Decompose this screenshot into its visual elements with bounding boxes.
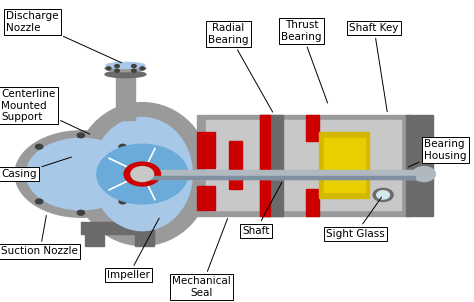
- Circle shape: [115, 65, 119, 68]
- Ellipse shape: [105, 65, 146, 72]
- Bar: [406, 114, 433, 216]
- Circle shape: [132, 65, 136, 68]
- Text: Impeller: Impeller: [107, 218, 159, 280]
- Circle shape: [36, 144, 43, 149]
- Circle shape: [137, 172, 144, 176]
- Text: Casing: Casing: [1, 157, 72, 179]
- Circle shape: [77, 210, 84, 215]
- Circle shape: [115, 69, 119, 72]
- Circle shape: [77, 133, 84, 138]
- Circle shape: [373, 188, 393, 201]
- Circle shape: [15, 131, 147, 217]
- Ellipse shape: [106, 63, 145, 68]
- Circle shape: [97, 144, 188, 204]
- Circle shape: [131, 167, 154, 182]
- Circle shape: [140, 67, 145, 70]
- Text: Centerline
Mounted
Support: Centerline Mounted Support: [1, 89, 90, 134]
- Bar: [306, 189, 319, 216]
- Bar: [324, 138, 365, 192]
- Text: Mechanical
Seal: Mechanical Seal: [172, 218, 231, 298]
- Bar: [319, 132, 369, 198]
- Circle shape: [413, 167, 436, 182]
- Text: Discharge
Nozzle: Discharge Nozzle: [6, 11, 121, 63]
- Bar: [197, 186, 215, 210]
- Bar: [133, 171, 415, 179]
- Text: Shaft Key: Shaft Key: [349, 23, 399, 112]
- Bar: [133, 176, 415, 179]
- Ellipse shape: [105, 71, 146, 78]
- Circle shape: [18, 172, 26, 176]
- Bar: [197, 114, 410, 216]
- Ellipse shape: [92, 117, 192, 231]
- Bar: [260, 114, 270, 216]
- Text: Sight Glass: Sight Glass: [327, 197, 385, 239]
- Text: Radial
Bearing: Radial Bearing: [209, 23, 273, 112]
- Bar: [136, 228, 154, 246]
- Bar: [206, 120, 401, 210]
- Circle shape: [119, 199, 127, 204]
- Polygon shape: [116, 76, 136, 120]
- Bar: [260, 114, 283, 216]
- Ellipse shape: [74, 103, 210, 246]
- Circle shape: [119, 144, 127, 149]
- Circle shape: [27, 138, 136, 210]
- Circle shape: [377, 191, 390, 199]
- Circle shape: [124, 162, 160, 186]
- Circle shape: [36, 199, 43, 204]
- Text: Shaft: Shaft: [242, 182, 282, 236]
- Text: Bearing
Housing: Bearing Housing: [409, 140, 466, 167]
- Circle shape: [132, 69, 136, 72]
- Bar: [197, 132, 215, 168]
- Text: Thrust
Bearing: Thrust Bearing: [281, 20, 328, 103]
- Bar: [306, 114, 319, 141]
- Text: Suction Nozzle: Suction Nozzle: [1, 216, 78, 256]
- Bar: [81, 222, 154, 234]
- Bar: [228, 141, 242, 189]
- Circle shape: [106, 67, 111, 70]
- Bar: [85, 228, 104, 246]
